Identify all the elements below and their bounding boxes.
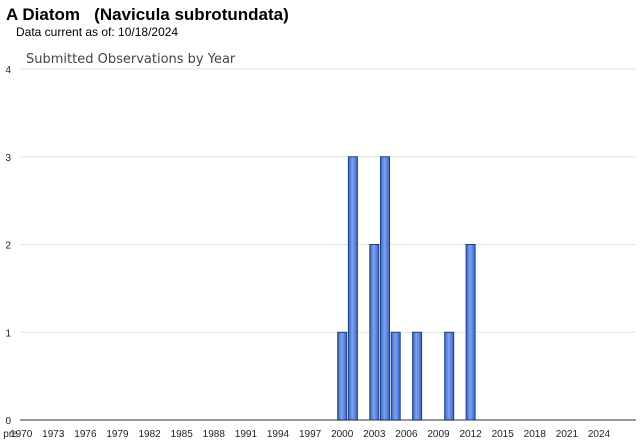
- bar-2007: [412, 331, 423, 421]
- x-tick-label: 2018: [524, 429, 547, 440]
- x-tick-label: 1985: [171, 429, 194, 440]
- bar-2003: [369, 244, 380, 421]
- x-tick-label: 1994: [267, 429, 290, 440]
- page-title: A Diatom (Navicula subrotundata): [6, 5, 289, 24]
- x-tick-label: 2000: [331, 429, 354, 440]
- x-tick-label: 2021: [556, 429, 579, 440]
- x-tick-label: 2009: [427, 429, 450, 440]
- grid-lines: [20, 68, 636, 333]
- x-tick-label: 2003: [363, 429, 386, 440]
- chart-title: Submitted Observations by Year: [26, 52, 236, 67]
- x-tick-label: pre: [3, 429, 18, 440]
- x-tick-label: 1976: [74, 429, 97, 440]
- y-tick-label: 1: [5, 328, 11, 339]
- y-tick-label: 4: [5, 65, 11, 76]
- bar-2004: [380, 156, 390, 421]
- x-tick-label: 2012: [459, 429, 482, 440]
- y-tick-label: 2: [5, 241, 11, 252]
- data-current-label: Data current as of: 10/18/2024: [16, 25, 179, 39]
- bar-series: [337, 156, 476, 421]
- bar-2001: [347, 156, 358, 421]
- x-tick-label: 1973: [42, 429, 65, 440]
- bar-2000: [337, 331, 348, 421]
- bar-2005: [390, 331, 401, 421]
- y-tick-label: 3: [5, 153, 11, 164]
- x-tick-label: 2024: [588, 429, 611, 440]
- x-tick-label: 1988: [203, 429, 226, 440]
- x-tick-label: 2006: [395, 429, 418, 440]
- x-tick-label: 1982: [138, 429, 161, 440]
- x-tick-label: 1979: [106, 429, 129, 440]
- y-tick-label: 0: [5, 416, 11, 427]
- x-tick-label: 1991: [235, 429, 258, 440]
- y-axis-ticks: 0 1 2 3 4: [5, 65, 11, 427]
- x-tick-label: 2015: [492, 429, 515, 440]
- x-tick-label: 1997: [299, 429, 322, 440]
- x-tick-label: 1970: [10, 429, 33, 440]
- bar-2010: [444, 331, 455, 421]
- bar-2012: [465, 244, 476, 421]
